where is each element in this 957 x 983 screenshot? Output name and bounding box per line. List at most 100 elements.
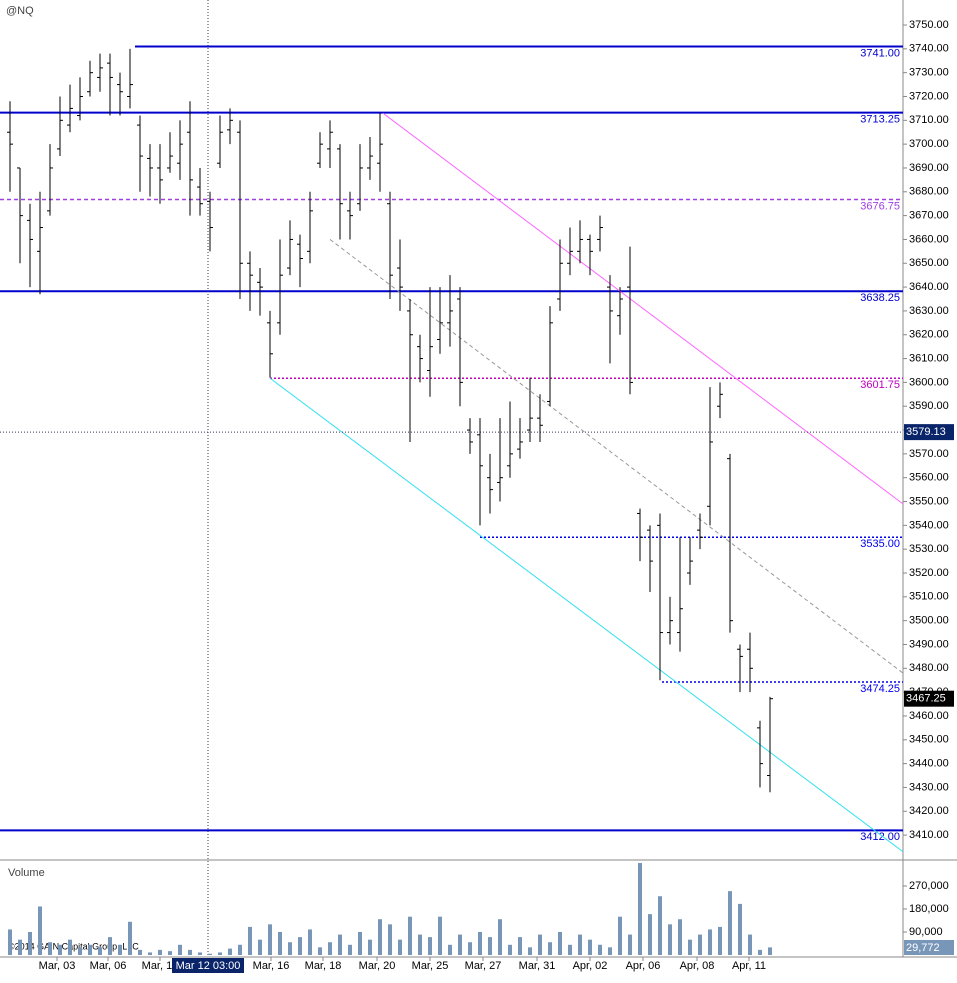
y-tick-label: 3450.00 [909, 734, 949, 746]
volume-bar [478, 932, 482, 955]
y-tick-label: 3740.00 [909, 43, 949, 55]
x-tick-label: Apr, 11 [732, 960, 766, 972]
volume-bar [388, 924, 392, 955]
y-tick-label: 3440.00 [909, 758, 949, 770]
y-tick-label: 3510.00 [909, 591, 949, 603]
trendline [329, 239, 904, 674]
y-tick-label: 3750.00 [909, 19, 949, 31]
y-tick-label: 3460.00 [909, 710, 949, 722]
y-tick-label: 3620.00 [909, 329, 949, 341]
volume-title: Volume [8, 867, 45, 879]
x-tick-label: Mar, 18 [305, 960, 342, 972]
volume-bar [738, 903, 742, 955]
y-tick-label: 3630.00 [909, 305, 949, 317]
y-tick-label: 3550.00 [909, 495, 949, 507]
level-label: 3601.75 [860, 379, 900, 391]
y-tick-label: 3730.00 [909, 67, 949, 79]
y-tick-label: 3640.00 [909, 281, 949, 293]
x-tick-label: Mar, 20 [359, 960, 396, 972]
x-tick-label: Apr, 08 [680, 960, 715, 972]
volume-bar [568, 944, 572, 955]
level-label: 3676.75 [860, 200, 900, 212]
y-tick-label: 3570.00 [909, 448, 949, 460]
y-tick-label: 3430.00 [909, 781, 949, 793]
crosshair-price-label: 3579.13 [906, 426, 946, 438]
volume-bar [308, 929, 312, 955]
trendline [382, 112, 904, 505]
volume-bar [178, 944, 182, 955]
volume-bar [608, 947, 612, 955]
level-label: 3713.25 [860, 113, 900, 125]
volume-bar [298, 937, 302, 955]
x-tick-label: Mar, 31 [519, 960, 556, 972]
volume-tick-label: 90,000 [909, 926, 943, 938]
volume-bar [168, 951, 172, 955]
copyright: ©2014 GAIN Capital Group, LLC [8, 941, 139, 951]
volume-bar [18, 939, 22, 955]
volume-bar [578, 934, 582, 955]
y-tick-label: 3660.00 [909, 233, 949, 245]
y-tick-label: 3610.00 [909, 352, 949, 364]
y-tick-label: 3530.00 [909, 543, 949, 555]
x-tick-label: Apr, 06 [626, 960, 661, 972]
y-tick-label: 3520.00 [909, 567, 949, 579]
level-label: 3474.25 [860, 683, 900, 695]
volume-bar [708, 929, 712, 955]
volume-bar [188, 949, 192, 955]
volume-bar [678, 919, 682, 955]
volume-bar [698, 934, 702, 955]
volume-label-box [904, 940, 954, 955]
level-label: 3741.00 [860, 47, 900, 59]
y-tick-label: 3500.00 [909, 615, 949, 627]
symbol: @NQ [6, 5, 34, 17]
volume-bar [158, 949, 162, 955]
x-tick-label: Mar, 10 [142, 960, 179, 972]
y-tick-label: 3690.00 [909, 162, 949, 174]
x-tick-label: Mar, 03 [39, 960, 76, 972]
volume-bar [728, 891, 732, 955]
volume-bar [378, 919, 382, 955]
x-tick-label: Mar, 25 [412, 960, 449, 972]
volume-bar [128, 921, 132, 955]
crosshair-date-box [172, 958, 244, 973]
last-price-box [904, 690, 954, 707]
volume-bar [718, 926, 722, 955]
volume-bar [748, 934, 752, 955]
volume-bar [318, 947, 322, 955]
volume-bar [358, 932, 362, 955]
volume-bar [98, 947, 102, 955]
volume-bar [518, 937, 522, 955]
volume-tick-label: 270,000 [909, 880, 949, 892]
volume-bar [38, 906, 42, 955]
x-tick-label: Mar, 27 [465, 960, 502, 972]
volume-bar [658, 896, 662, 955]
volume-bar [668, 924, 672, 955]
y-tick-label: 3680.00 [909, 186, 949, 198]
y-tick-label: 3480.00 [909, 662, 949, 674]
volume-bar [328, 942, 332, 955]
y-tick-label: 3700.00 [909, 138, 949, 150]
volume-bar [508, 944, 512, 955]
y-tick-label: 3670.00 [909, 210, 949, 222]
trendline [269, 377, 904, 853]
volume-bar [588, 939, 592, 955]
volume-bar [418, 934, 422, 955]
volume-bar [628, 934, 632, 955]
y-tick-label: 3600.00 [909, 376, 949, 388]
volume-bar [238, 944, 242, 955]
volume-bar [218, 952, 222, 955]
last-price-label: 3467.25 [906, 693, 946, 705]
volume-bar [528, 947, 532, 955]
volume-bar [458, 934, 462, 955]
volume-bar [138, 949, 142, 955]
volume-bar [498, 919, 502, 955]
volume-bar [288, 942, 292, 955]
volume-bar [78, 947, 82, 955]
volume-bar [368, 939, 372, 955]
volume-bar [68, 939, 72, 955]
volume-bar [448, 944, 452, 955]
volume-bar [758, 949, 762, 955]
y-tick-label: 3650.00 [909, 257, 949, 269]
volume-bar [8, 929, 12, 955]
